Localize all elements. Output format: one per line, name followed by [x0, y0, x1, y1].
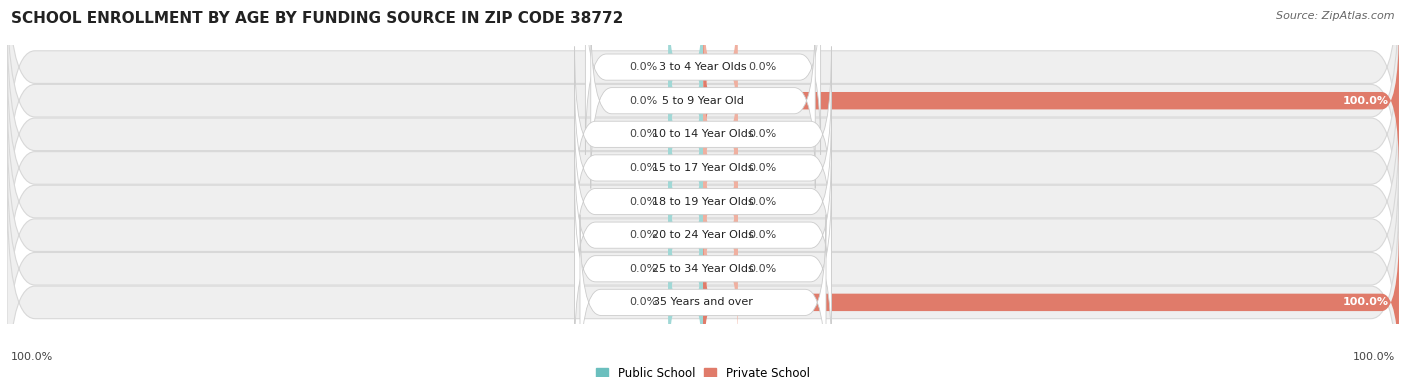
FancyBboxPatch shape	[668, 0, 703, 143]
FancyBboxPatch shape	[7, 50, 1399, 286]
FancyBboxPatch shape	[668, 25, 703, 176]
FancyBboxPatch shape	[668, 59, 703, 210]
Text: 18 to 19 Year Olds: 18 to 19 Year Olds	[652, 196, 754, 207]
Text: 5 to 9 Year Old: 5 to 9 Year Old	[662, 96, 744, 106]
Text: 0.0%: 0.0%	[630, 96, 658, 106]
FancyBboxPatch shape	[703, 0, 738, 143]
FancyBboxPatch shape	[7, 184, 1399, 377]
FancyBboxPatch shape	[668, 227, 703, 377]
Text: 35 Years and over: 35 Years and over	[652, 297, 754, 307]
Text: 10 to 14 Year Olds: 10 to 14 Year Olds	[652, 129, 754, 139]
FancyBboxPatch shape	[703, 25, 1399, 176]
Text: SCHOOL ENROLLMENT BY AGE BY FUNDING SOURCE IN ZIP CODE 38772: SCHOOL ENROLLMENT BY AGE BY FUNDING SOUR…	[11, 11, 624, 26]
Text: 0.0%: 0.0%	[748, 230, 776, 240]
FancyBboxPatch shape	[575, 80, 831, 256]
Text: 100.0%: 100.0%	[11, 352, 53, 362]
FancyBboxPatch shape	[575, 46, 831, 222]
Text: 0.0%: 0.0%	[630, 230, 658, 240]
Text: 0.0%: 0.0%	[748, 163, 776, 173]
FancyBboxPatch shape	[668, 193, 703, 344]
Text: 3 to 4 Year Olds: 3 to 4 Year Olds	[659, 62, 747, 72]
FancyBboxPatch shape	[585, 0, 821, 155]
FancyBboxPatch shape	[668, 160, 703, 311]
FancyBboxPatch shape	[7, 0, 1399, 219]
Text: 0.0%: 0.0%	[748, 62, 776, 72]
FancyBboxPatch shape	[703, 227, 1399, 377]
FancyBboxPatch shape	[7, 151, 1399, 377]
FancyBboxPatch shape	[703, 59, 738, 210]
Text: 0.0%: 0.0%	[748, 264, 776, 274]
FancyBboxPatch shape	[703, 93, 738, 243]
FancyBboxPatch shape	[668, 93, 703, 243]
FancyBboxPatch shape	[7, 83, 1399, 320]
Text: 0.0%: 0.0%	[630, 62, 658, 72]
FancyBboxPatch shape	[703, 126, 738, 277]
FancyBboxPatch shape	[668, 126, 703, 277]
Text: 100.0%: 100.0%	[1353, 352, 1395, 362]
Text: 0.0%: 0.0%	[630, 297, 658, 307]
Text: 0.0%: 0.0%	[630, 196, 658, 207]
FancyBboxPatch shape	[591, 13, 815, 188]
FancyBboxPatch shape	[575, 181, 831, 357]
FancyBboxPatch shape	[7, 117, 1399, 353]
FancyBboxPatch shape	[581, 215, 825, 377]
FancyBboxPatch shape	[703, 193, 738, 344]
Text: 15 to 17 Year Olds: 15 to 17 Year Olds	[652, 163, 754, 173]
Text: 0.0%: 0.0%	[630, 264, 658, 274]
Text: 100.0%: 100.0%	[1343, 297, 1389, 307]
Text: 100.0%: 100.0%	[1343, 96, 1389, 106]
FancyBboxPatch shape	[575, 114, 831, 289]
Legend: Public School, Private School: Public School, Private School	[596, 367, 810, 377]
FancyBboxPatch shape	[7, 0, 1399, 185]
Text: 0.0%: 0.0%	[748, 129, 776, 139]
Text: 0.0%: 0.0%	[630, 163, 658, 173]
Text: 0.0%: 0.0%	[630, 129, 658, 139]
Text: 20 to 24 Year Olds: 20 to 24 Year Olds	[652, 230, 754, 240]
Text: 0.0%: 0.0%	[748, 196, 776, 207]
FancyBboxPatch shape	[703, 160, 738, 311]
FancyBboxPatch shape	[575, 147, 831, 323]
FancyBboxPatch shape	[7, 16, 1399, 253]
Text: Source: ZipAtlas.com: Source: ZipAtlas.com	[1277, 11, 1395, 21]
Text: 25 to 34 Year Olds: 25 to 34 Year Olds	[652, 264, 754, 274]
